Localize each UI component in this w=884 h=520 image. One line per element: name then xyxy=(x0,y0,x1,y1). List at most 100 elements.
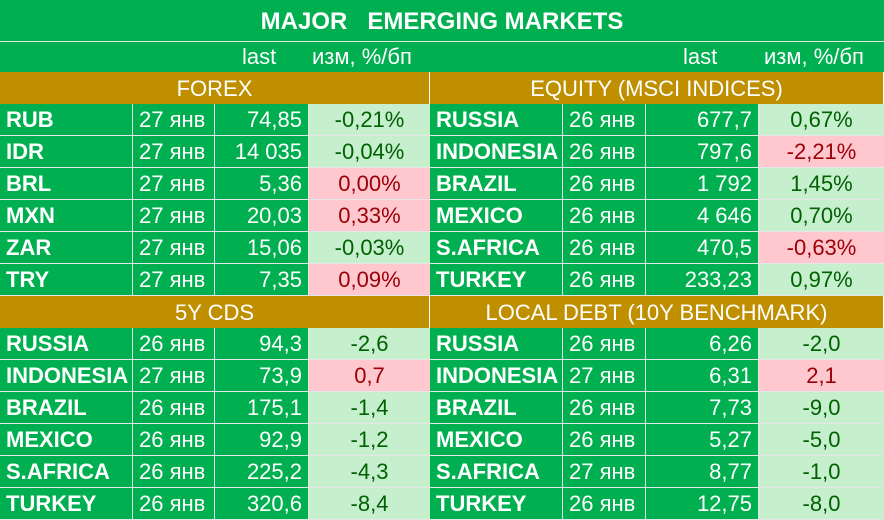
equity-last-cell[interactable]: 4 646 xyxy=(645,200,758,232)
equity-name-cell[interactable]: S.AFRICA xyxy=(436,235,540,260)
equity-change-cell[interactable]: 0,67% xyxy=(758,104,884,136)
forex-last-cell[interactable]: 20,03 xyxy=(214,200,308,232)
forex-last-cell[interactable]: 5,36 xyxy=(214,168,308,200)
equity-name-cell[interactable]: TURKEY xyxy=(436,267,527,292)
debt-last-cell[interactable]: 6,26 xyxy=(645,328,758,360)
forex-change-cell[interactable]: 0,09% xyxy=(308,264,430,296)
equity-date-cell[interactable]: 26 янв xyxy=(562,232,645,264)
debt-name-cell[interactable]: RUSSIA xyxy=(436,331,520,356)
cds-change-cell[interactable]: -1,4 xyxy=(308,392,430,424)
cds-date-cell[interactable]: 26 янв xyxy=(132,488,214,520)
debt-last-cell[interactable]: 8,77 xyxy=(645,456,758,488)
forex-date-cell[interactable]: 27 янв xyxy=(132,136,214,168)
cds-last-cell[interactable]: 320,6 xyxy=(214,488,308,520)
cds-last-cell[interactable]: 73,9 xyxy=(214,360,308,392)
equity-change-cell[interactable]: -2,21% xyxy=(758,136,884,168)
cds-name-cell[interactable]: INDONESIA xyxy=(6,363,129,388)
debt-change-cell[interactable]: -5,0 xyxy=(758,424,884,456)
cds-date-cell[interactable]: 26 янв xyxy=(132,424,214,456)
cds-change-cell[interactable]: -2,6 xyxy=(308,328,430,360)
debt-name-cell[interactable]: S.AFRICA xyxy=(436,459,540,484)
equity-name-cell[interactable]: RUSSIA xyxy=(436,107,520,132)
last-column-label-right[interactable]: last xyxy=(683,44,718,69)
debt-change-cell[interactable]: 2,1 xyxy=(758,360,884,392)
change-column-label-left[interactable]: изм, %/бп xyxy=(312,44,412,69)
section-debt[interactable]: LOCAL DEBT (10Y BENCHMARK) xyxy=(430,296,884,328)
cds-last-cell[interactable]: 92,9 xyxy=(214,424,308,456)
forex-name-cell[interactable]: MXN xyxy=(6,203,55,228)
forex-last-cell[interactable]: 15,06 xyxy=(214,232,308,264)
section-cds[interactable]: 5Y CDS xyxy=(0,296,430,328)
cds-date-cell[interactable]: 26 янв xyxy=(132,392,214,424)
cds-name-cell[interactable]: RUSSIA xyxy=(6,331,90,356)
forex-date-cell[interactable]: 27 янв xyxy=(132,104,214,136)
debt-change-cell[interactable]: -8,0 xyxy=(758,488,884,520)
debt-date-cell[interactable]: 26 янв xyxy=(562,328,645,360)
debt-date-cell[interactable]: 26 янв xyxy=(562,392,645,424)
forex-last-cell[interactable]: 74,85 xyxy=(214,104,308,136)
equity-last-cell[interactable]: 677,7 xyxy=(645,104,758,136)
equity-change-cell[interactable]: 0,97% xyxy=(758,264,884,296)
equity-date-cell[interactable]: 26 янв xyxy=(562,104,645,136)
cds-last-cell[interactable]: 225,2 xyxy=(214,456,308,488)
debt-change-cell[interactable]: -2,0 xyxy=(758,328,884,360)
equity-name-cell[interactable]: INDONESIA xyxy=(436,139,559,164)
cds-date-cell[interactable]: 27 янв xyxy=(132,360,214,392)
debt-change-cell[interactable]: -9,0 xyxy=(758,392,884,424)
cds-last-cell[interactable]: 94,3 xyxy=(214,328,308,360)
cds-date-cell[interactable]: 26 янв xyxy=(132,328,214,360)
equity-date-cell[interactable]: 26 янв xyxy=(562,168,645,200)
forex-change-cell[interactable]: 0,33% xyxy=(308,200,430,232)
debt-last-cell[interactable]: 7,73 xyxy=(645,392,758,424)
debt-last-cell[interactable]: 5,27 xyxy=(645,424,758,456)
equity-change-cell[interactable]: 0,70% xyxy=(758,200,884,232)
forex-date-cell[interactable]: 27 янв xyxy=(132,264,214,296)
debt-date-cell[interactable]: 26 янв xyxy=(562,424,645,456)
debt-last-cell[interactable]: 6,31 xyxy=(645,360,758,392)
cds-change-cell[interactable]: -8,4 xyxy=(308,488,430,520)
last-column-label-left[interactable]: last xyxy=(242,44,277,69)
debt-name-cell[interactable]: TURKEY xyxy=(436,491,527,516)
forex-last-cell[interactable]: 7,35 xyxy=(214,264,308,296)
forex-name-cell[interactable]: TRY xyxy=(6,267,50,292)
debt-change-cell[interactable]: -1,0 xyxy=(758,456,884,488)
debt-last-cell[interactable]: 12,75 xyxy=(645,488,758,520)
cds-name-cell[interactable]: S.AFRICA xyxy=(6,459,110,484)
equity-change-cell[interactable]: 1,45% xyxy=(758,168,884,200)
forex-name-cell[interactable]: ZAR xyxy=(6,235,52,260)
equity-name-cell[interactable]: MEXICO xyxy=(436,203,523,228)
debt-date-cell[interactable]: 27 янв xyxy=(562,360,645,392)
forex-change-cell[interactable]: 0,00% xyxy=(308,168,430,200)
change-column-label-right[interactable]: изм, %/бп xyxy=(764,44,864,69)
forex-name-cell[interactable]: BRL xyxy=(6,171,52,196)
cds-name-cell[interactable]: BRAZIL xyxy=(6,395,87,420)
equity-date-cell[interactable]: 26 янв xyxy=(562,264,645,296)
equity-date-cell[interactable]: 26 янв xyxy=(562,200,645,232)
section-equity[interactable]: EQUITY (MSCI INDICES) xyxy=(430,72,884,104)
forex-last-cell[interactable]: 14 035 xyxy=(214,136,308,168)
equity-last-cell[interactable]: 797,6 xyxy=(645,136,758,168)
forex-change-cell[interactable]: -0,03% xyxy=(308,232,430,264)
debt-date-cell[interactable]: 26 янв xyxy=(562,488,645,520)
cds-last-cell[interactable]: 175,1 xyxy=(214,392,308,424)
equity-last-cell[interactable]: 1 792 xyxy=(645,168,758,200)
forex-date-cell[interactable]: 27 янв xyxy=(132,232,214,264)
equity-change-cell[interactable]: -0,63% xyxy=(758,232,884,264)
forex-change-cell[interactable]: -0,21% xyxy=(308,104,430,136)
forex-date-cell[interactable]: 27 янв xyxy=(132,200,214,232)
forex-date-cell[interactable]: 27 янв xyxy=(132,168,214,200)
cds-name-cell[interactable]: TURKEY xyxy=(6,491,97,516)
debt-name-cell[interactable]: INDONESIA xyxy=(436,363,559,388)
cds-change-cell[interactable]: -1,2 xyxy=(308,424,430,456)
equity-last-cell[interactable]: 470,5 xyxy=(645,232,758,264)
forex-name-cell[interactable]: IDR xyxy=(6,139,44,164)
forex-name-cell[interactable]: RUB xyxy=(6,107,54,132)
section-forex[interactable]: FOREX xyxy=(0,72,430,104)
debt-date-cell[interactable]: 27 янв xyxy=(562,456,645,488)
sheet-title[interactable]: MAJOR EMERGING MARKETS xyxy=(0,0,884,42)
cds-name-cell[interactable]: MEXICO xyxy=(6,427,93,452)
debt-name-cell[interactable]: BRAZIL xyxy=(436,395,517,420)
cds-change-cell[interactable]: 0,7 xyxy=(308,360,430,392)
cds-change-cell[interactable]: -4,3 xyxy=(308,456,430,488)
equity-date-cell[interactable]: 26 янв xyxy=(562,136,645,168)
